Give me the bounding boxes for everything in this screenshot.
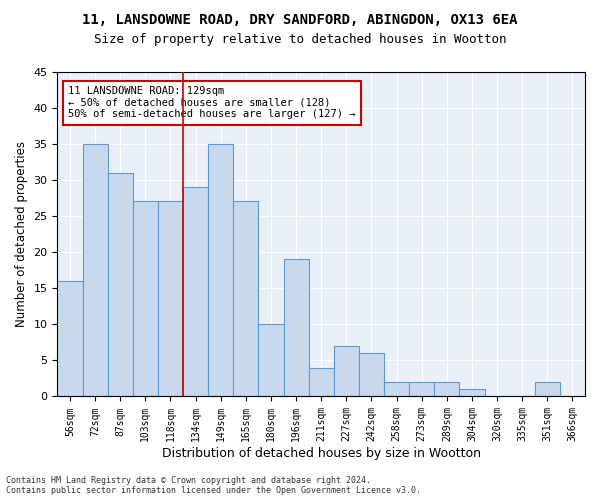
Bar xyxy=(460,390,485,396)
Bar xyxy=(107,172,133,396)
Y-axis label: Number of detached properties: Number of detached properties xyxy=(15,141,28,327)
Bar xyxy=(158,202,183,396)
Bar xyxy=(208,144,233,396)
X-axis label: Distribution of detached houses by size in Wootton: Distribution of detached houses by size … xyxy=(162,447,481,460)
Bar xyxy=(535,382,560,396)
Bar xyxy=(58,281,83,396)
Bar xyxy=(334,346,359,397)
Bar xyxy=(183,187,208,396)
Bar xyxy=(434,382,460,396)
Bar xyxy=(284,260,308,396)
Bar xyxy=(133,202,158,396)
Text: 11, LANSDOWNE ROAD, DRY SANDFORD, ABINGDON, OX13 6EA: 11, LANSDOWNE ROAD, DRY SANDFORD, ABINGD… xyxy=(82,12,518,26)
Bar xyxy=(233,202,259,396)
Text: 11 LANSDOWNE ROAD: 129sqm
← 50% of detached houses are smaller (128)
50% of semi: 11 LANSDOWNE ROAD: 129sqm ← 50% of detac… xyxy=(68,86,355,120)
Text: Contains HM Land Registry data © Crown copyright and database right 2024.
Contai: Contains HM Land Registry data © Crown c… xyxy=(6,476,421,495)
Bar xyxy=(259,324,284,396)
Bar xyxy=(384,382,409,396)
Bar xyxy=(83,144,107,396)
Text: Size of property relative to detached houses in Wootton: Size of property relative to detached ho… xyxy=(94,32,506,46)
Bar xyxy=(409,382,434,396)
Bar xyxy=(359,353,384,397)
Bar xyxy=(308,368,334,396)
